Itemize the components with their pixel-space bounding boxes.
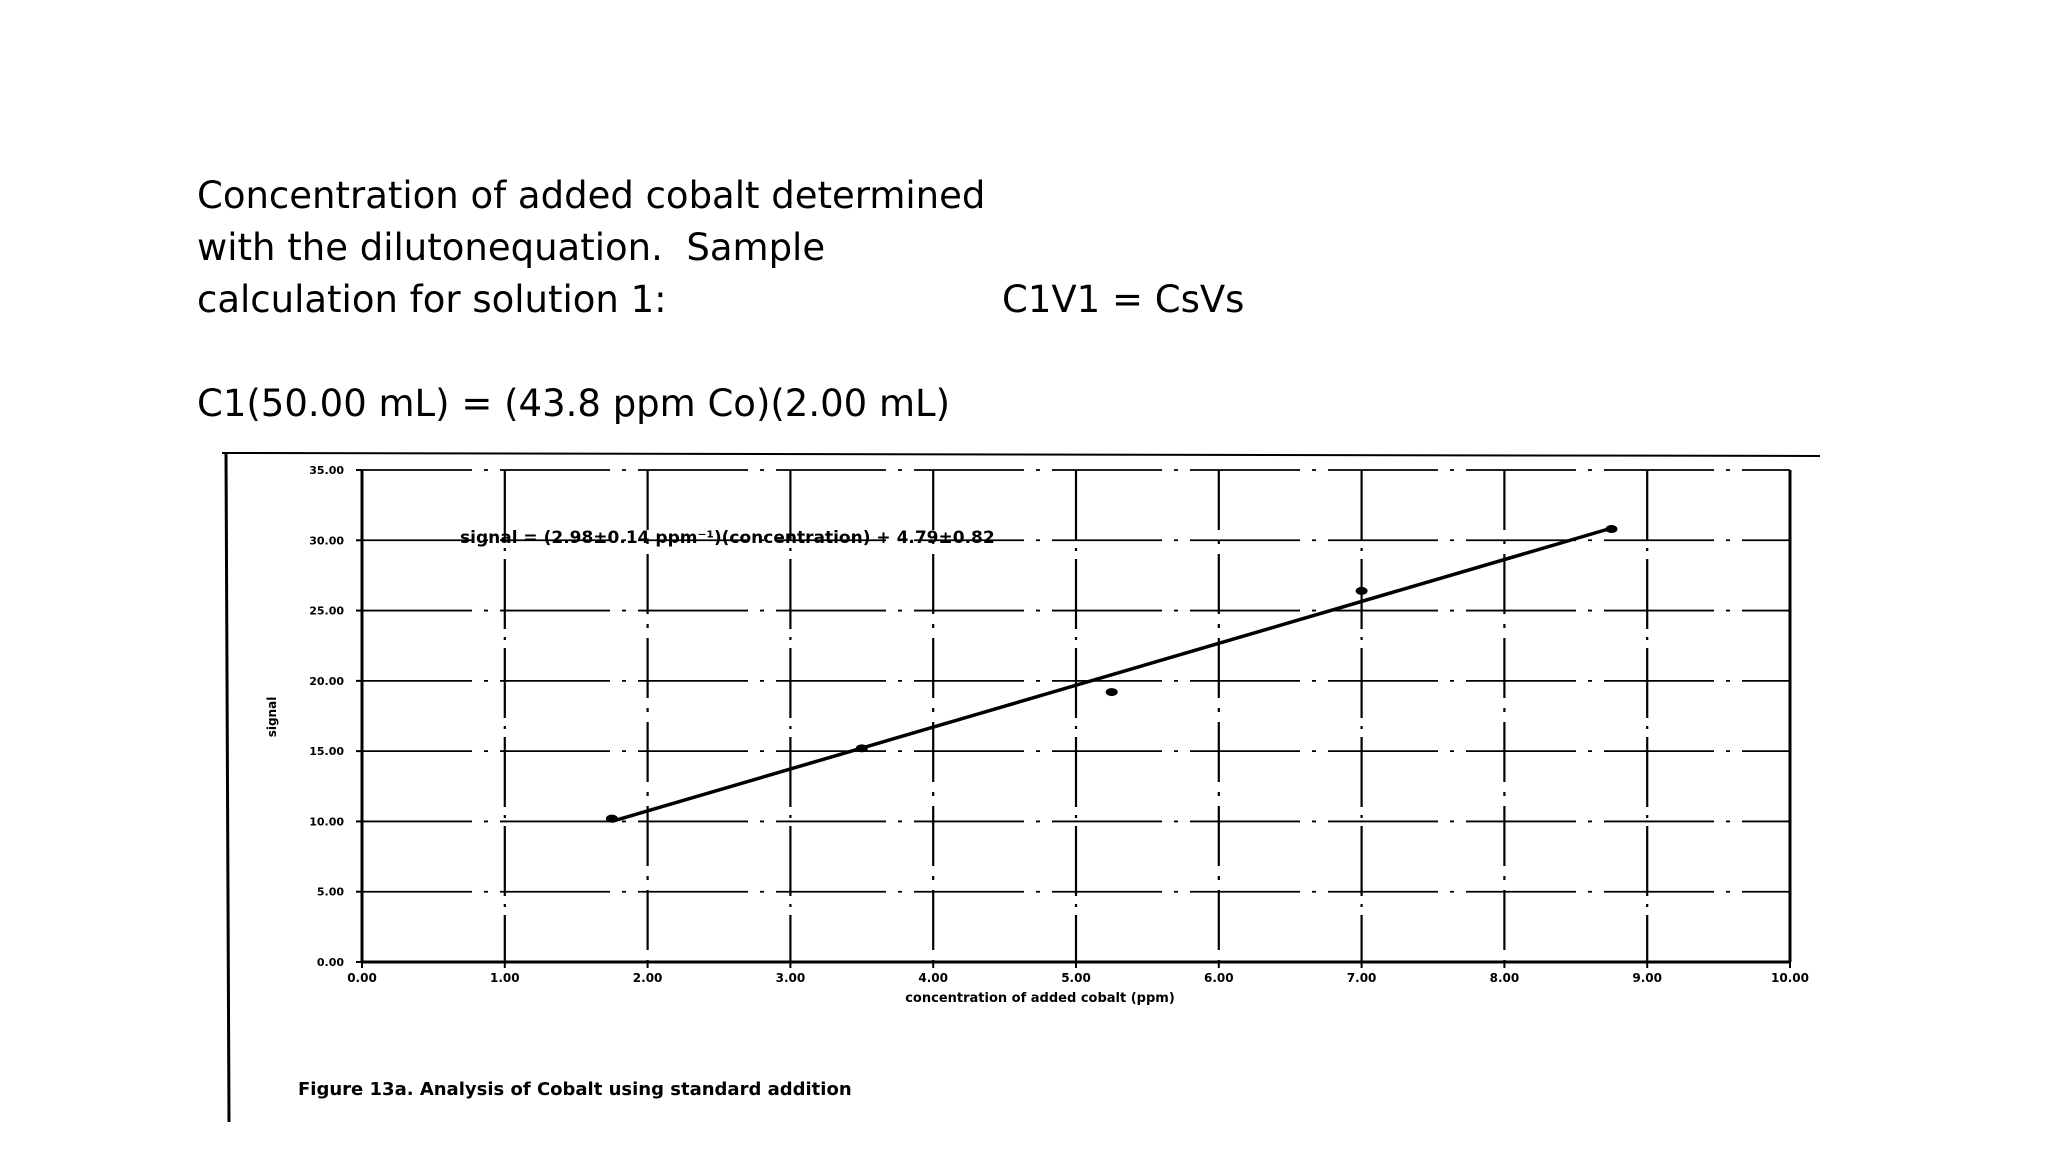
data-point: [605, 814, 618, 823]
text-line-3: calculation for solution 1:: [197, 278, 667, 321]
y-tick-label: 25.00: [309, 605, 344, 618]
frame-left-line: [224, 451, 231, 1123]
x-tick-label: 7.00: [1347, 971, 1377, 985]
x-axis-label: concentration of added cobalt (ppm): [905, 991, 1175, 1006]
x-tick-label: 4.00: [918, 971, 948, 985]
fit-line-group: [611, 526, 1612, 824]
y-tick-label: 5.00: [317, 886, 344, 899]
y-tick-label: 35.00: [309, 464, 344, 477]
sample-equation: C1(50.00 mL) = (43.8 ppm Co)(2.00 mL): [197, 382, 951, 425]
x-tick-label: 8.00: [1490, 971, 1520, 985]
y-axis-label: signal: [265, 697, 279, 738]
slide-text-block: Concentration of added cobalt determined…: [197, 170, 1297, 430]
x-tick-label: 1.00: [490, 971, 520, 985]
general-equation: C1V1 = CsVs: [1002, 278, 1245, 321]
x-tick-label: 10.00: [1771, 971, 1809, 985]
x-tick-label: 6.00: [1204, 971, 1234, 985]
x-tick-label: 0.00: [347, 971, 377, 985]
frame-top-line: [221, 452, 1821, 457]
y-tick-label: 30.00: [309, 534, 344, 547]
y-tick-label: 15.00: [309, 745, 344, 758]
data-point: [855, 744, 868, 753]
regression-equation-label: signal = (2.98±0.14 ppm⁻¹)(concentration…: [460, 528, 995, 548]
data-point: [1605, 525, 1618, 534]
y-tick-label: 20.00: [309, 675, 344, 688]
text-line-1: Concentration of added cobalt determined: [197, 174, 986, 217]
x-tick-label: 2.00: [633, 971, 663, 985]
text-line-2: with the dilutonequation. Sample: [197, 226, 826, 269]
data-point: [1105, 688, 1118, 697]
x-tick-label: 5.00: [1061, 971, 1091, 985]
x-tick-label: 3.00: [776, 971, 806, 985]
data-points: [605, 525, 1618, 823]
figure-caption: Figure 13a. Analysis of Cobalt using sta…: [298, 1079, 852, 1100]
fit-line: [611, 526, 1612, 824]
data-point: [1355, 586, 1368, 595]
y-tick-label: 0.00: [317, 956, 344, 969]
y-tick-label: 10.00: [309, 815, 344, 828]
chart-tick-labels: 0.00 1.00 2.00 3.00 4.00 5.00 6.00 7.00 8.00 9.00…: [309, 464, 1809, 985]
x-tick-label: 9.00: [1632, 971, 1662, 985]
